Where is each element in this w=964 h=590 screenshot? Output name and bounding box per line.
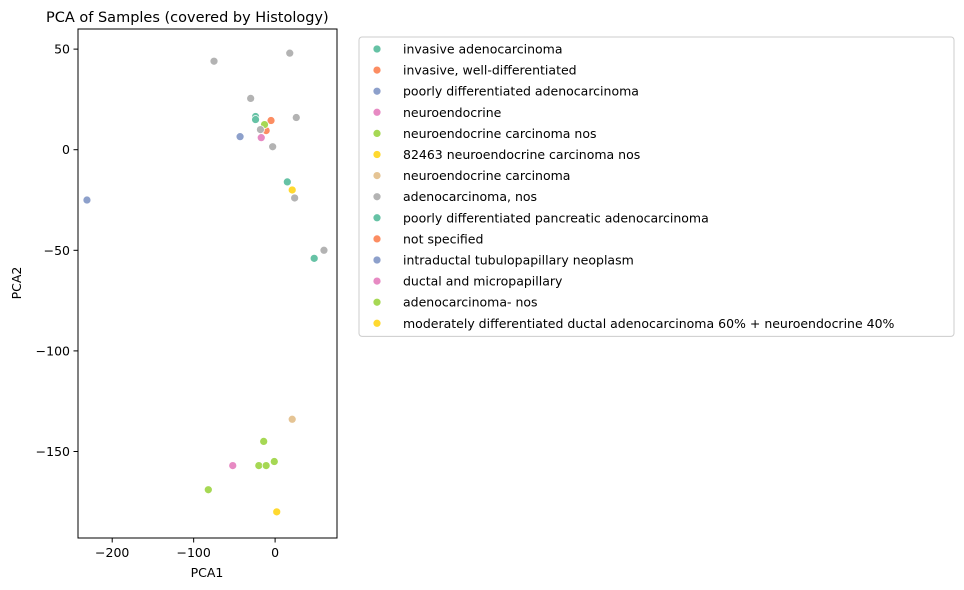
axes: −200 −100 0 50 0 −50 −100 −150 [36, 28, 338, 560]
x-tick-label: −200 [95, 545, 129, 560]
data-point [287, 185, 297, 195]
legend-marker [372, 86, 382, 96]
data-point [269, 457, 279, 466]
data-point [291, 113, 301, 122]
data-point [82, 195, 92, 205]
plot-frame [77, 28, 338, 539]
data-point [235, 132, 245, 142]
legend-marker [372, 171, 382, 180]
y-tick-label: 50 [54, 42, 70, 57]
legend-marker [372, 255, 382, 265]
data-point [285, 48, 295, 58]
y-tick-label: −150 [36, 444, 70, 459]
legend-marker [372, 213, 382, 223]
legend-label: intraductal tubulopapillary neoplasm [403, 253, 634, 268]
data-point [287, 414, 297, 424]
data-point [256, 133, 266, 143]
legend-marker [372, 192, 382, 202]
x-tick-label: 0 [271, 545, 279, 560]
data-point [209, 56, 219, 66]
legend-label: 82463 neuroendocrine carcinoma nos [403, 147, 640, 162]
data-point [319, 245, 329, 255]
y-tick-label: 0 [62, 142, 70, 157]
legend-marker [372, 107, 382, 117]
chart-title: PCA of Samples (covered by Histology) [46, 10, 329, 26]
y-axis-label: PCA2 [9, 267, 24, 300]
plot-area [82, 48, 329, 517]
data-point [261, 461, 271, 470]
legend-label: neuroendocrine [403, 105, 502, 120]
legend: invasive adenocarcinoma invasive, well-di… [358, 36, 955, 337]
y-tick-label: −50 [44, 243, 70, 258]
data-point [290, 193, 300, 203]
data-point [266, 116, 276, 125]
data-point [254, 461, 264, 470]
legend-label: invasive adenocarcinoma [403, 42, 563, 57]
legend-marker [372, 318, 382, 328]
legend-marker [372, 234, 382, 244]
data-point [246, 94, 256, 103]
data-point [282, 177, 292, 187]
legend-label: poorly differentiated adenocarcinoma [403, 84, 639, 99]
data-point [203, 485, 213, 495]
legend-marker [372, 65, 382, 75]
data-point [272, 507, 282, 517]
legend-marker [372, 150, 382, 159]
x-tick-label: −100 [176, 545, 210, 560]
data-point [268, 142, 278, 152]
legend-label: ductal and micropapillary [403, 274, 563, 289]
legend-label: not specified [403, 231, 483, 246]
y-tick-label: −100 [36, 343, 70, 358]
data-point [251, 115, 260, 124]
legend-label: neuroendocrine carcinoma nos [403, 126, 597, 141]
legend-label: adenocarcinoma- nos [403, 295, 538, 310]
data-point [259, 437, 269, 446]
legend-marker [372, 276, 382, 286]
data-point [256, 125, 265, 134]
legend-label: moderately differentiated ductal adenoca… [403, 316, 895, 331]
data-point [309, 253, 319, 263]
legend-label: adenocarcinoma, nos [403, 189, 537, 204]
legend-marker [372, 129, 382, 138]
legend-frame [358, 36, 955, 337]
legend-label: poorly differentiated pancreatic adenoca… [403, 210, 709, 225]
legend-label: neuroendocrine carcinoma [403, 168, 570, 183]
x-axis-label: PCA1 [191, 565, 224, 580]
legend-label: invasive, well-differentiated [403, 63, 577, 78]
legend-marker [372, 44, 382, 54]
legend-marker [372, 297, 382, 307]
data-point [228, 461, 238, 470]
